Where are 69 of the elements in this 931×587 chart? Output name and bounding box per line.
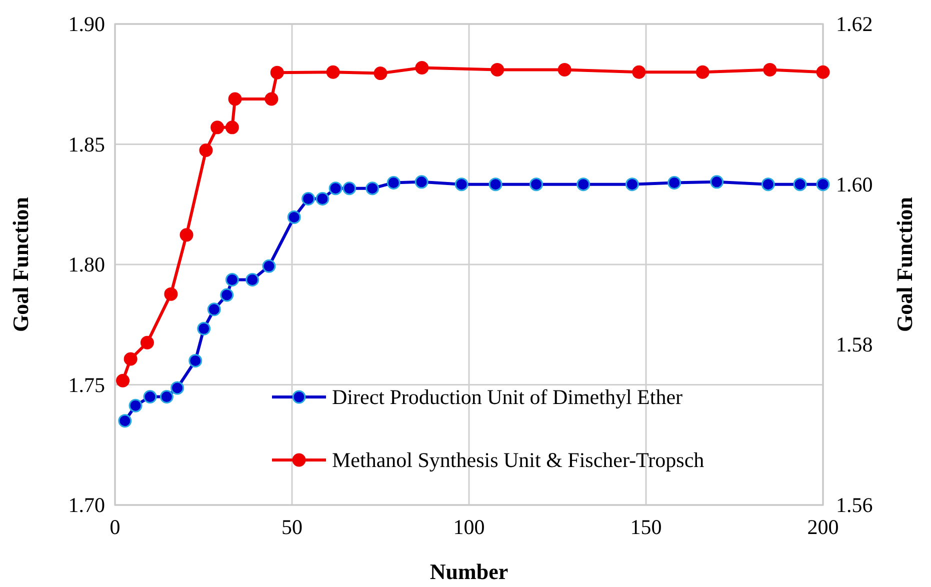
y2-tick-label: 1.58 [836, 332, 873, 357]
point [287, 210, 301, 224]
point [816, 178, 830, 192]
x-axis-title: Number [430, 559, 508, 584]
x-tick-label: 0 [110, 515, 120, 539]
point [302, 192, 316, 206]
point [210, 120, 224, 134]
point [128, 398, 142, 412]
point [625, 178, 639, 192]
point [170, 381, 184, 395]
point [696, 65, 710, 79]
point [207, 302, 221, 316]
point [414, 175, 428, 189]
point [160, 390, 174, 404]
point [668, 176, 682, 190]
legend-label: Methanol Synthesis Unit & Fischer-Tropsch [332, 448, 705, 472]
legend-label: Direct Production Unit of Dimethyl Ether [332, 385, 683, 409]
y-axis-title: Goal Function [8, 196, 33, 332]
point [262, 259, 276, 273]
point [220, 288, 234, 302]
point [225, 272, 239, 286]
point [225, 120, 239, 134]
point [366, 182, 380, 196]
point [454, 178, 468, 192]
point [180, 228, 194, 242]
y2-axis-title: Goal Function [892, 196, 917, 332]
point [188, 354, 202, 368]
point [632, 65, 646, 79]
x-tick-label: 100 [453, 515, 485, 539]
point [164, 287, 178, 301]
x-tick-label: 50 [282, 515, 302, 539]
point [558, 62, 572, 76]
point [246, 272, 260, 286]
point [763, 62, 777, 76]
point [143, 390, 157, 404]
point [264, 92, 278, 106]
point [374, 66, 388, 80]
point [530, 178, 544, 192]
point [342, 182, 356, 196]
point [488, 178, 502, 192]
y-tick-label: 1.90 [68, 12, 105, 36]
point [576, 178, 590, 192]
point [386, 176, 400, 190]
point [316, 192, 330, 206]
x-tick-label: 200 [807, 515, 839, 539]
point [490, 62, 504, 76]
point [140, 336, 154, 350]
point [328, 182, 342, 196]
y-tick-label: 1.75 [68, 372, 105, 397]
y-tick-label: 1.70 [68, 493, 105, 517]
point [228, 92, 242, 106]
y2-tick-label: 1.62 [836, 12, 873, 36]
x-tick-label: 150 [630, 515, 662, 539]
point [816, 65, 830, 79]
point [793, 178, 807, 192]
point [326, 65, 340, 79]
point [118, 414, 132, 428]
point [124, 352, 138, 366]
point [761, 178, 775, 192]
y2-tick-label: 1.60 [836, 172, 873, 196]
point [199, 144, 213, 158]
point [197, 322, 211, 336]
point [270, 66, 284, 80]
y-tick-label: 1.80 [68, 252, 105, 276]
point [116, 374, 130, 388]
y-tick-label: 1.85 [68, 132, 105, 156]
point [710, 175, 724, 189]
y2-tick-label: 1.56 [836, 493, 873, 517]
point [415, 61, 429, 75]
